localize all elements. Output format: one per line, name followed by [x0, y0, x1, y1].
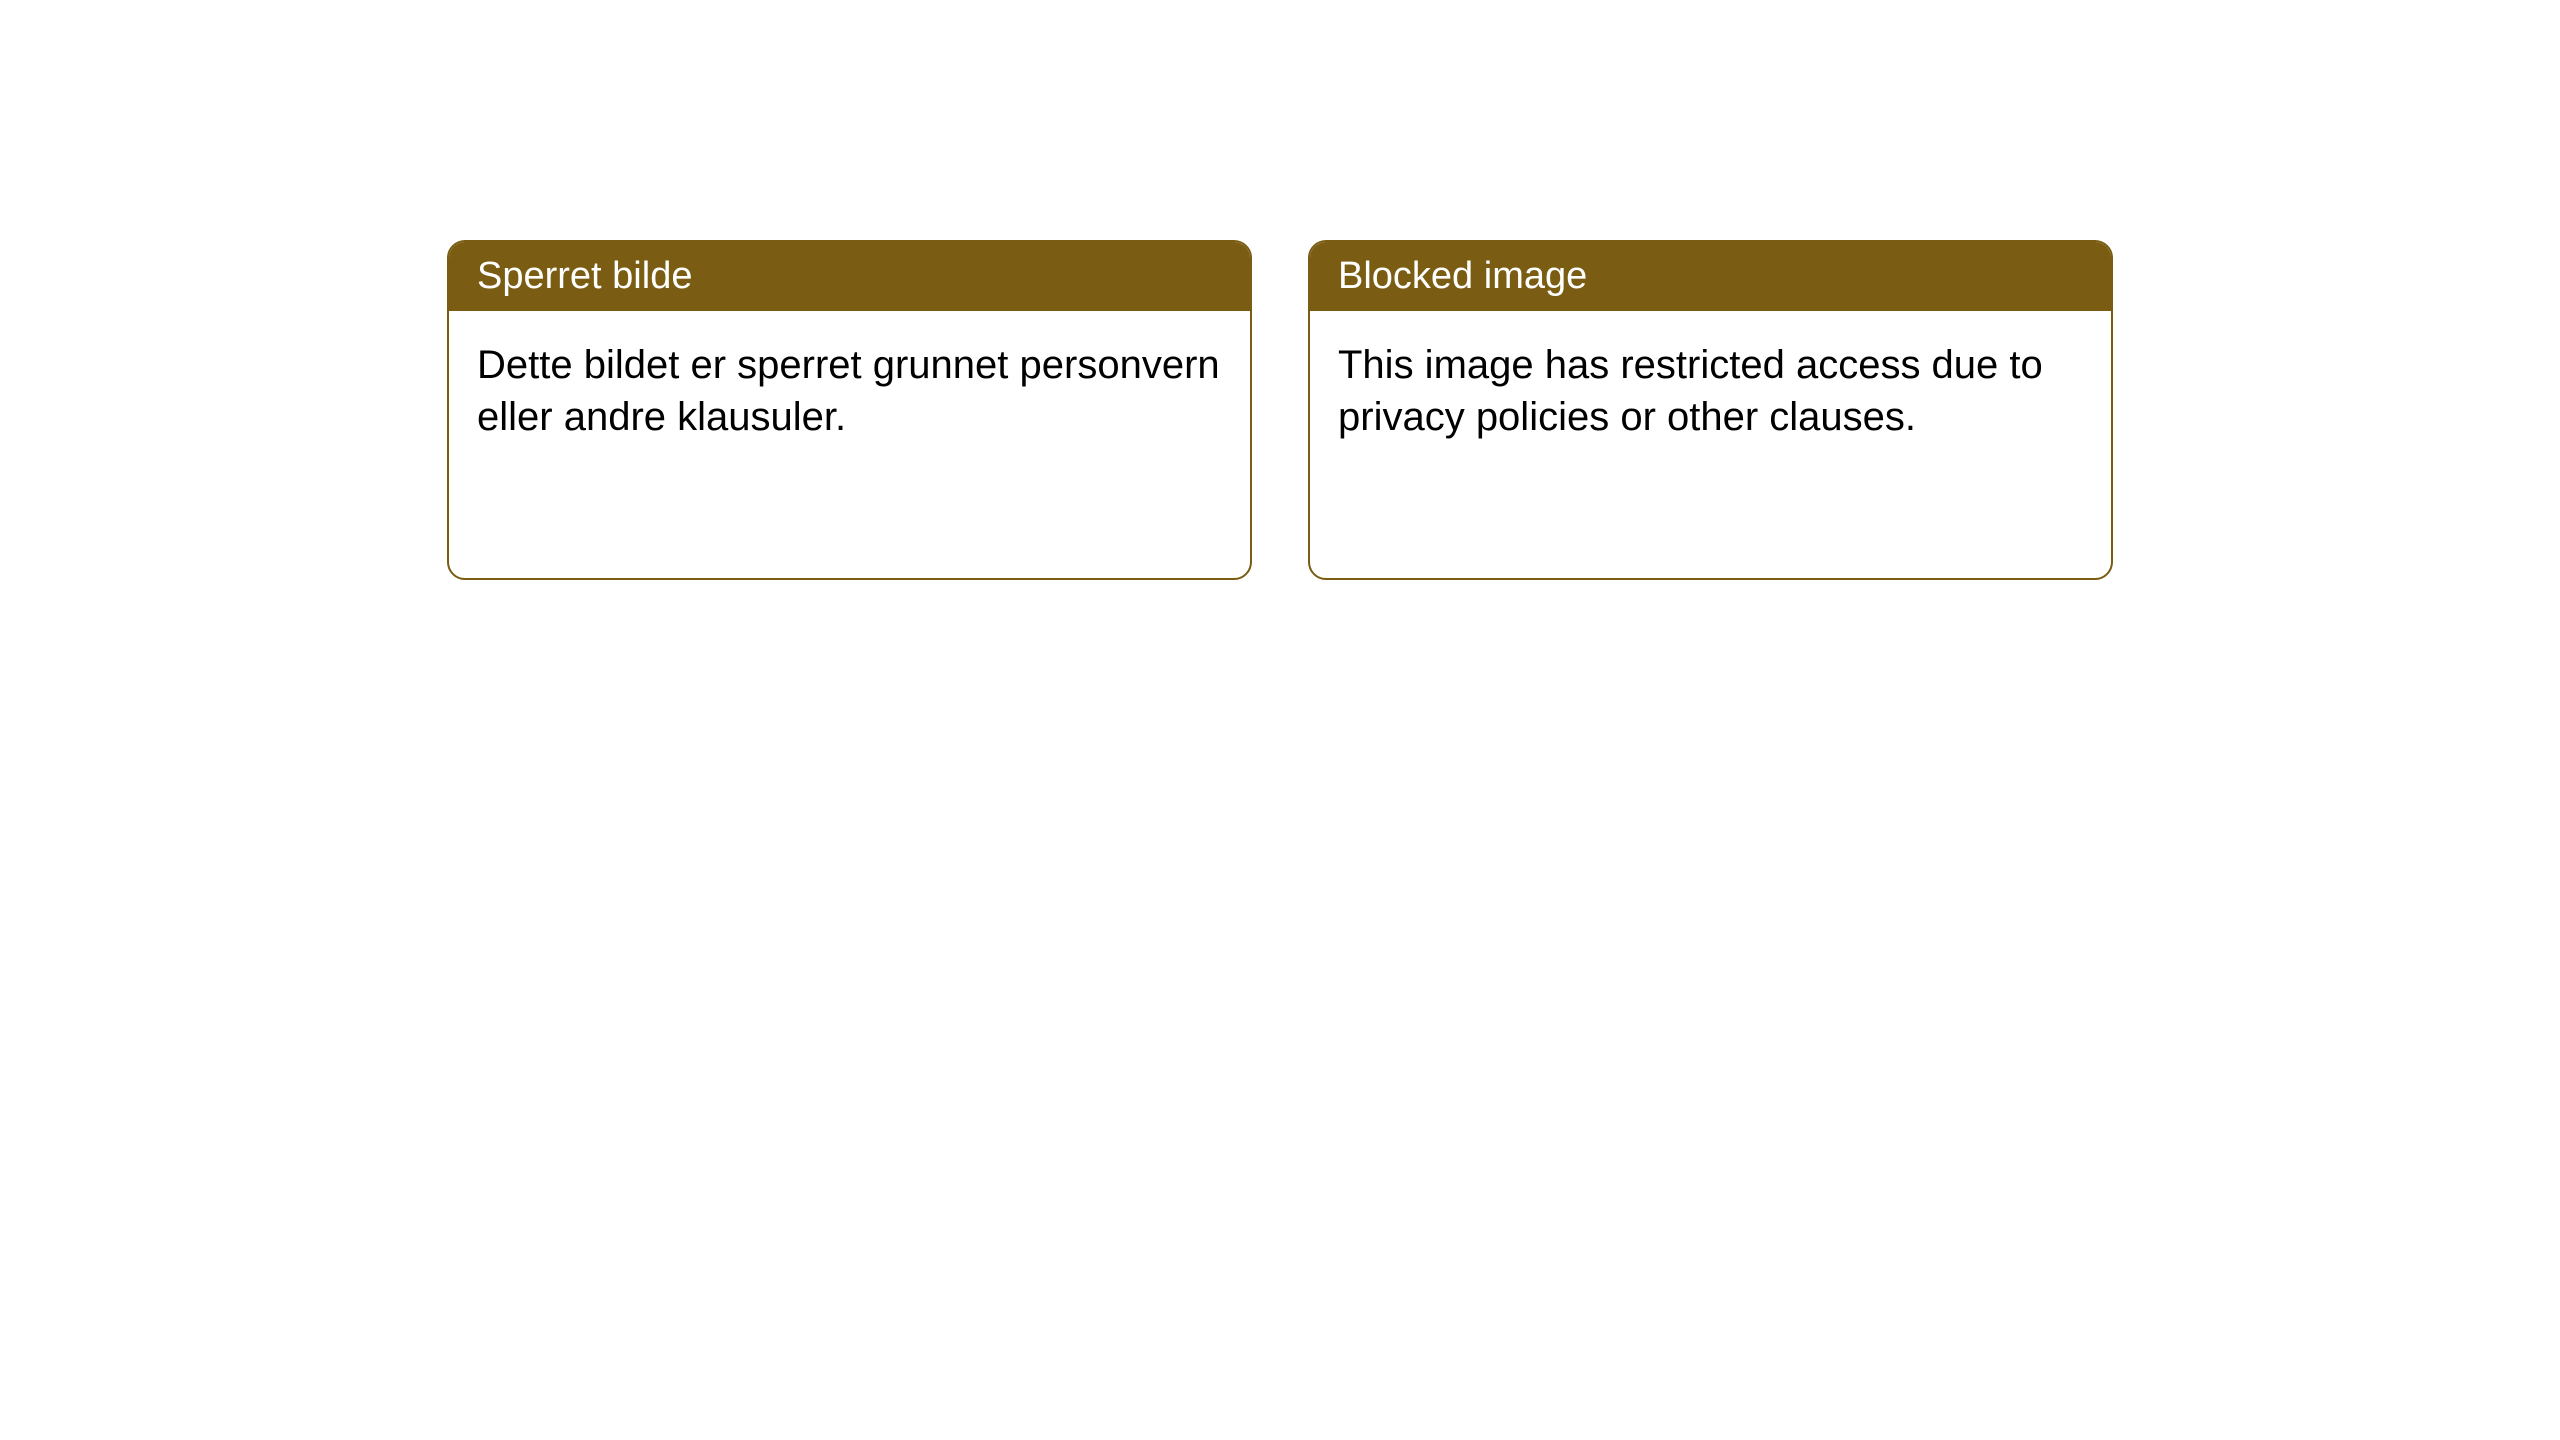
notice-body-no: Dette bildet er sperret grunnet personve… [449, 311, 1250, 471]
notice-body-en: This image has restricted access due to … [1310, 311, 2111, 471]
notice-header-en: Blocked image [1310, 242, 2111, 311]
notice-header-no: Sperret bilde [449, 242, 1250, 311]
notice-container: Sperret bilde Dette bildet er sperret gr… [447, 240, 2113, 580]
notice-box-en: Blocked image This image has restricted … [1308, 240, 2113, 580]
notice-box-no: Sperret bilde Dette bildet er sperret gr… [447, 240, 1252, 580]
